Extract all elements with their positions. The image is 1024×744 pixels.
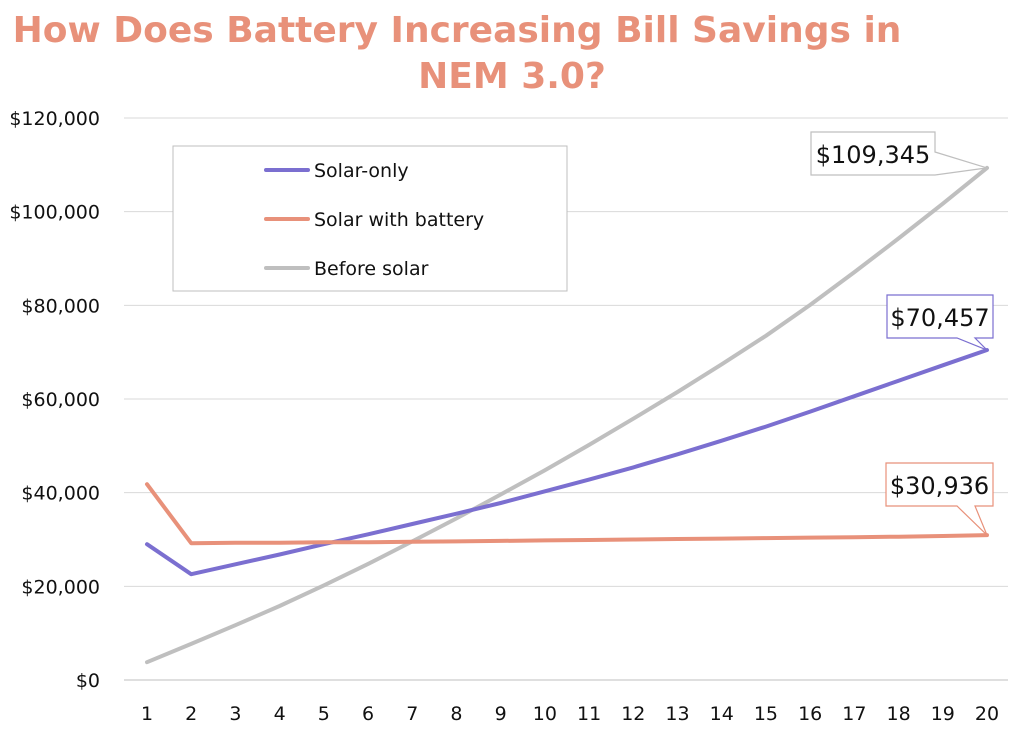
x-tick-label: 5 [318,703,330,725]
data-callout-box [886,294,994,351]
legend-box [172,145,568,292]
x-tick-label: 9 [495,703,507,725]
y-tick-label: $0 [76,670,100,692]
x-tick-label: 4 [274,703,286,725]
x-tick-label: 14 [710,703,734,725]
chart-title-line-1: How Does Battery Increasing Bill Savings… [12,10,902,51]
x-tick-label: 19 [931,703,955,725]
x-tick-label: 13 [665,703,689,725]
x-tick-label: 11 [577,703,601,725]
data-callout-box [885,462,994,536]
x-tick-label: 1 [141,703,153,725]
series-line-solar-with-battery [145,482,989,546]
x-tick-label: 10 [533,703,557,725]
data-callout-box [810,131,988,176]
y-tick-label: $20,000 [21,576,100,598]
series-line-solar-only [145,348,989,577]
data-callout-label: $70,457 [890,304,989,332]
series-line-before-solar [145,165,989,665]
chart-title-line-2: NEM 3.0? [418,56,606,97]
x-tick-label: 16 [798,703,822,725]
y-tick-label: $120,000 [9,108,100,130]
x-tick-label: 15 [754,703,778,725]
x-tick-label: 18 [886,703,910,725]
x-tick-label: 6 [362,703,374,725]
x-tick-label: 12 [621,703,645,725]
y-tick-label: $80,000 [21,295,100,317]
x-tick-label: 17 [842,703,866,725]
x-tick-label: 3 [229,703,241,725]
legend-label: Before solar [314,258,429,280]
legend-label: Solar-only [314,160,409,182]
legend-label: Solar with battery [314,209,484,231]
data-callout-label: $30,936 [890,472,989,500]
x-tick-label: 2 [185,703,197,725]
chart-title: How Does Battery Increasing Bill Savings… [0,8,1024,100]
y-tick-label: $60,000 [21,389,100,411]
x-tick-label: 7 [406,703,418,725]
y-tick-label: $100,000 [9,202,100,224]
x-tick-label: 8 [450,703,462,725]
x-tick-label: 20 [975,703,999,725]
data-callout-label: $109,345 [816,141,931,169]
y-tick-label: $40,000 [21,483,100,505]
